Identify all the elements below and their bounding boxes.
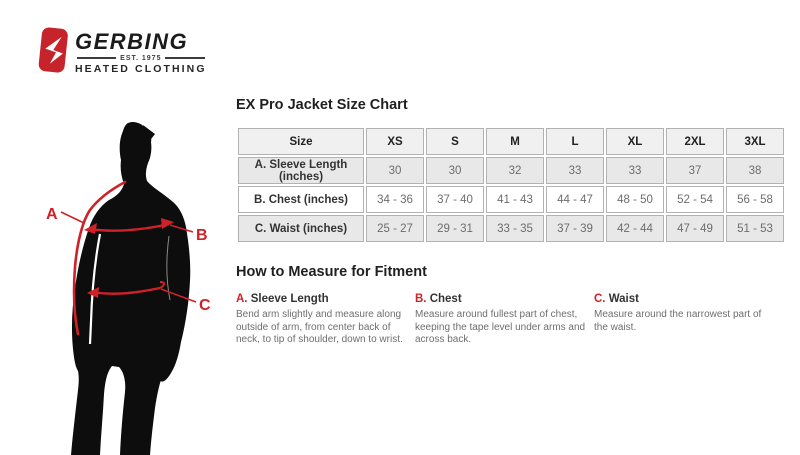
- table-row-sleeve-length: A. Sleeve Length (inches) 30 30 32 33 33…: [238, 157, 784, 184]
- value-cell: 47 - 49: [666, 215, 724, 242]
- header-cell-s: S: [426, 128, 484, 155]
- value-cell: 41 - 43: [486, 186, 544, 213]
- value-cell: 38: [726, 157, 784, 184]
- established-text: EST. 1975: [120, 54, 162, 62]
- chest-arrowhead-right: [161, 218, 174, 229]
- figure-label-b: B: [196, 227, 208, 244]
- value-cell: 30: [426, 157, 484, 184]
- row-label-cell: B. Chest (inches): [238, 186, 364, 213]
- guide-item-name: Waist: [608, 293, 639, 305]
- waist-end-hook: [159, 281, 166, 289]
- figure-label-a: A: [46, 206, 58, 223]
- sleeve-measure-line: [72, 180, 127, 336]
- gerbing-logo: GERBING EST. 1975 HEATED CLOTHING: [38, 26, 207, 79]
- guide-item-heading: A. Sleeve Length: [236, 293, 408, 305]
- guide-item-letter: C.: [594, 293, 606, 305]
- guide-item-description: Measure around fullest part of chest, ke…: [415, 309, 586, 345]
- value-cell: 33: [546, 157, 604, 184]
- guide-item-description: Measure around the narrowest part of the…: [594, 309, 762, 333]
- value-cell: 34 - 36: [366, 186, 424, 213]
- value-cell: 52 - 54: [666, 186, 724, 213]
- brand-tagline: HEATED CLOTHING: [75, 62, 207, 75]
- value-cell: 48 - 50: [606, 186, 664, 213]
- waist-arrowhead-left: [87, 287, 99, 298]
- guide-item-letter: B.: [415, 293, 427, 305]
- established-row: EST. 1975: [77, 55, 205, 62]
- value-cell: 25 - 27: [366, 215, 424, 242]
- waist-measure-line: [91, 286, 161, 295]
- value-cell: 37 - 39: [546, 215, 604, 242]
- left-arm-separation: [88, 233, 102, 345]
- table-row-waist: C. Waist (inches) 25 - 27 29 - 31 33 - 3…: [238, 215, 784, 242]
- body-silhouette: [71, 121, 191, 455]
- measure-guide-item-sleeve: A. Sleeve Length Bend arm slightly and m…: [236, 293, 408, 347]
- header-cell-2xl: 2XL: [666, 128, 724, 155]
- table-row-chest: B. Chest (inches) 34 - 36 37 - 40 41 - 4…: [238, 186, 784, 213]
- value-cell: 33 - 35: [486, 215, 544, 242]
- size-chart-table: Size XS S M L XL 2XL 3XL A. Sleeve Lengt…: [236, 126, 786, 244]
- guide-item-letter: A.: [236, 293, 248, 305]
- row-label-cell: A. Sleeve Length (inches): [238, 157, 364, 184]
- right-arm-separation: [166, 235, 171, 301]
- established-rule-left: [77, 57, 117, 59]
- header-cell-xl: XL: [606, 128, 664, 155]
- header-cell-xs: XS: [366, 128, 424, 155]
- measure-guide-title: How to Measure for Fitment: [236, 264, 427, 280]
- label-c-leader-line: [160, 288, 197, 303]
- gerbing-logo-icon: [35, 25, 70, 81]
- guide-item-heading: C. Waist: [594, 293, 774, 305]
- header-cell-l: L: [546, 128, 604, 155]
- label-b-leader-line: [169, 224, 194, 233]
- guide-item-description: Bend arm slightly and measure along outs…: [236, 309, 403, 345]
- value-cell: 32: [486, 157, 544, 184]
- value-cell: 42 - 44: [606, 215, 664, 242]
- value-cell: 33: [606, 157, 664, 184]
- established-rule-right: [165, 57, 205, 59]
- hair-spike: [143, 125, 155, 143]
- body-measurement-figure: A B C: [46, 121, 211, 455]
- size-chart-title: EX Pro Jacket Size Chart: [236, 97, 408, 113]
- value-cell: 30: [366, 157, 424, 184]
- guide-item-name: Sleeve Length: [250, 293, 329, 305]
- value-cell: 37: [666, 157, 724, 184]
- value-cell: 51 - 53: [726, 215, 784, 242]
- measure-guide-item-chest: B. Chest Measure around fullest part of …: [415, 293, 587, 347]
- header-cell-m: M: [486, 128, 544, 155]
- chest-arrowhead-left: [84, 223, 97, 234]
- label-a-leader-line: [60, 211, 85, 224]
- value-cell: 37 - 40: [426, 186, 484, 213]
- value-cell: 29 - 31: [426, 215, 484, 242]
- value-cell: 44 - 47: [546, 186, 604, 213]
- brand-name: GERBING: [75, 28, 189, 54]
- header-cell-size: Size: [238, 128, 364, 155]
- gerbing-logo-text: GERBING EST. 1975 HEATED CLOTHING: [75, 28, 207, 75]
- value-cell: 56 - 58: [726, 186, 784, 213]
- guide-item-name: Chest: [429, 293, 462, 305]
- row-label-cell: C. Waist (inches): [238, 215, 364, 242]
- measure-guide-item-waist: C. Waist Measure around the narrowest pa…: [594, 293, 774, 334]
- header-cell-3xl: 3XL: [726, 128, 784, 155]
- guide-item-heading: B. Chest: [415, 293, 587, 305]
- table-header-row: Size XS S M L XL 2XL 3XL: [238, 128, 784, 155]
- figure-label-c: C: [199, 297, 211, 314]
